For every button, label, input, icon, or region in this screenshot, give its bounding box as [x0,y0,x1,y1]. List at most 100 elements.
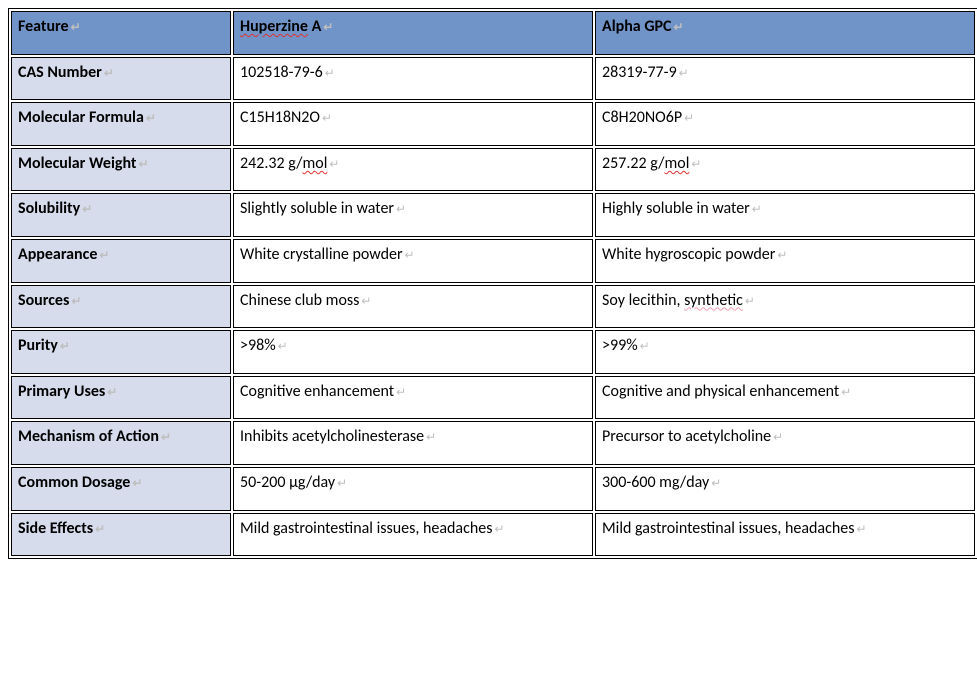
table-row: Molecular Formula↵ C15H18N2O↵ C8H20NO6P↵ [11,102,975,146]
feature-label: Common Dosage [18,473,130,492]
data-cell-b: 257.22 g/mol↵ [595,148,975,192]
header-col-b: Alpha GPC↵ [595,11,975,55]
data-cell-a: Mild gastrointestinal issues, headaches↵ [233,513,593,557]
para-mark-icon: ↵ [674,21,684,35]
data-cell-a: 50-200 µg/day↵ [233,467,593,511]
table-row: Solubility↵ Slightly soluble in water↵ H… [11,193,975,237]
feature-cell: CAS Number↵ [11,57,231,101]
para-mark-icon: ↵ [71,21,81,35]
data-cell-b: Soy lecithin, synthetic↵ [595,285,975,329]
data-cell-b: 28319-77-9↵ [595,57,975,101]
header-feature: Feature↵ [11,11,231,55]
feature-label: Side Effects [18,519,93,538]
para-mark-icon: ↵ [777,249,787,263]
data-value: Cognitive and physical enhancement [602,382,839,401]
data-cell-b: 300-600 mg/day↵ [595,467,975,511]
feature-cell: Side Effects↵ [11,513,231,557]
data-cell-b: Cognitive and physical enhancement↵ [595,376,975,420]
data-value-pre: 242.32 g/ [240,154,302,173]
data-cell-b: Highly soluble in water↵ [595,193,975,237]
data-value: 28319-77-9 [602,63,677,82]
data-value-pre: 257.22 g/ [602,154,664,173]
header-col-b-label: Alpha GPC [602,17,672,36]
data-cell-a: Inhibits acetylcholinesterase↵ [233,421,593,465]
data-value: White hygroscopic powder [602,245,775,264]
para-mark-icon: ↵ [752,203,762,217]
data-value-pre: Soy lecithin, [602,291,684,310]
data-cell-a: Slightly soluble in water↵ [233,193,593,237]
data-value: Slightly soluble in water [240,199,394,218]
data-value: Highly soluble in water [602,199,750,218]
feature-label: Solubility [18,199,80,218]
para-mark-icon: ↵ [679,67,689,81]
feature-label: CAS Number [18,63,102,82]
para-mark-icon: ↵ [325,67,335,81]
data-cell-a: C15H18N2O↵ [233,102,593,146]
para-mark-icon: ↵ [494,523,504,537]
feature-cell: Purity↵ [11,330,231,374]
para-mark-icon: ↵ [329,158,339,172]
para-mark-icon: ↵ [60,340,70,354]
para-mark-icon: ↵ [161,431,171,445]
para-mark-icon: ↵ [323,21,333,35]
feature-label: Sources [18,291,69,310]
para-mark-icon: ↵ [405,249,415,263]
para-mark-icon: ↵ [71,295,81,309]
para-mark-icon: ↵ [322,112,332,126]
para-mark-icon: ↵ [773,431,783,445]
table-row: Molecular Weight↵ 242.32 g/mol↵ 257.22 g… [11,148,975,192]
table-row: Side Effects↵ Mild gastrointestinal issu… [11,513,975,557]
data-value: White crystalline powder [240,245,403,264]
table-row: Purity↵ >98%↵ >99%↵ [11,330,975,374]
para-mark-icon: ↵ [146,112,156,126]
data-cell-a: 242.32 g/mol↵ [233,148,593,192]
para-mark-icon: ↵ [104,67,114,81]
para-mark-icon: ↵ [107,386,117,400]
feature-label: Purity [18,336,58,355]
feature-cell: Common Dosage↵ [11,467,231,511]
para-mark-icon: ↵ [132,477,142,491]
para-mark-icon: ↵ [361,295,371,309]
table-row: Appearance↵ White crystalline powder↵ Wh… [11,239,975,283]
data-cell-a: Cognitive enhancement↵ [233,376,593,420]
data-value-squiggle: mol [302,154,327,173]
header-col-a-label-part1: Huperzine [240,17,308,36]
data-cell-a: >98%↵ [233,330,593,374]
data-cell-b: C8H20NO6P↵ [595,102,975,146]
data-value: Chinese club moss [240,291,359,310]
data-value: Mild gastrointestinal issues, headaches [240,519,492,538]
para-mark-icon: ↵ [684,112,694,126]
header-col-a: Huperzine A↵ [233,11,593,55]
feature-label: Primary Uses [18,382,105,401]
data-value: >98% [240,336,276,355]
feature-cell: Molecular Formula↵ [11,102,231,146]
data-value: C8H20NO6P [602,108,682,127]
para-mark-icon: ↵ [82,203,92,217]
feature-label: Mechanism of Action [18,427,159,446]
header-feature-label: Feature [18,17,69,36]
feature-cell: Solubility↵ [11,193,231,237]
para-mark-icon: ↵ [856,523,866,537]
table-row: Primary Uses↵ Cognitive enhancement↵ Cog… [11,376,975,420]
para-mark-icon: ↵ [691,158,701,172]
data-value: Precursor to acetylcholine [602,427,771,446]
feature-cell: Sources↵ [11,285,231,329]
data-value-squiggle: synthetic [684,291,743,310]
table-row: Common Dosage↵ 50-200 µg/day↵ 300-600 mg… [11,467,975,511]
feature-cell: Mechanism of Action↵ [11,421,231,465]
feature-label: Molecular Formula [18,108,144,127]
feature-cell: Molecular Weight↵ [11,148,231,192]
data-value: 50-200 µg/day [240,473,335,492]
data-cell-b: >99%↵ [595,330,975,374]
data-value: >99% [602,336,638,355]
table-row: CAS Number↵ 102518-79-6↵ 28319-77-9↵ [11,57,975,101]
para-mark-icon: ↵ [396,386,406,400]
data-cell-a: White crystalline powder↵ [233,239,593,283]
comparison-table: Feature↵ Huperzine A↵ Alpha GPC↵ CAS Num… [8,8,977,559]
para-mark-icon: ↵ [426,431,436,445]
feature-label: Molecular Weight [18,154,136,173]
para-mark-icon: ↵ [711,477,721,491]
data-value: C15H18N2O [240,108,320,127]
para-mark-icon: ↵ [337,477,347,491]
data-value: 102518-79-6 [240,63,323,82]
